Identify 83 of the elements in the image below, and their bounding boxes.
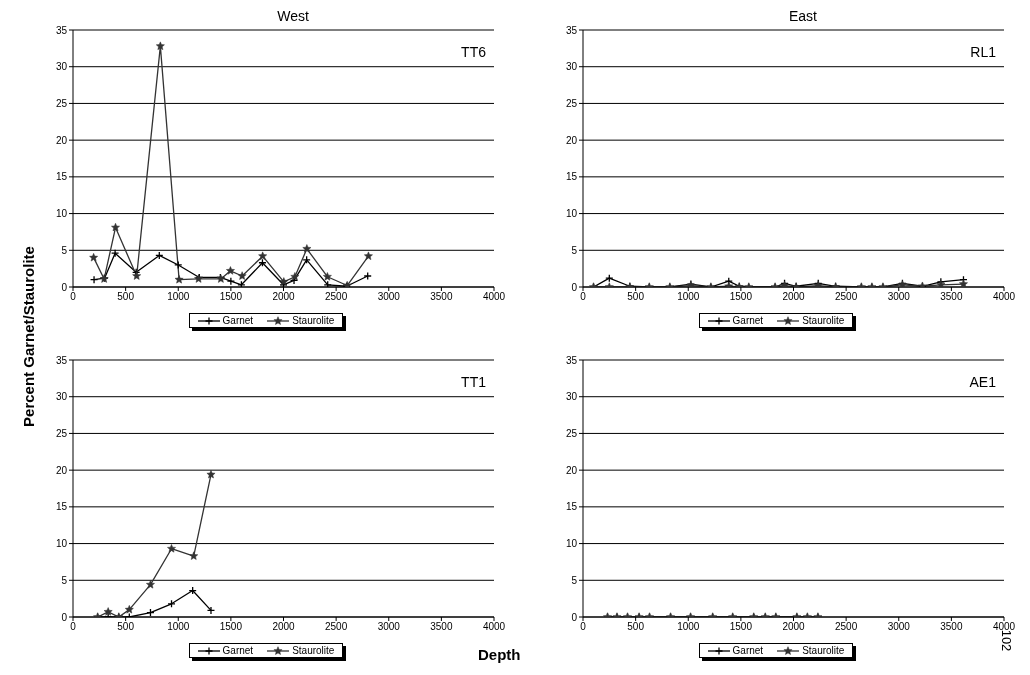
- y-tick-label: 10: [565, 208, 578, 220]
- y-tick-label: 35: [55, 354, 68, 366]
- y-tick-label: 0: [61, 611, 68, 623]
- annotation: AE1: [969, 374, 996, 390]
- x-tick-label: 3000: [377, 621, 401, 633]
- y-tick-label: 20: [55, 464, 68, 476]
- y-tick-label: 25: [55, 427, 68, 439]
- x-tick-label: 1000: [677, 621, 700, 633]
- x-tick-label: 1000: [167, 621, 190, 633]
- x-tick-label: 3000: [377, 291, 401, 303]
- x-tick-label: 2500: [325, 291, 348, 303]
- x-tick-label: 2000: [272, 621, 296, 633]
- legend-label: Garnet: [222, 315, 254, 326]
- y-tick-label: 30: [55, 61, 68, 73]
- x-tick-label: 500: [117, 291, 135, 303]
- y-tick-label: 20: [565, 464, 578, 476]
- chart-title: West: [276, 8, 310, 26]
- y-tick-label: 15: [55, 171, 68, 183]
- y-tick-label: 25: [565, 427, 578, 439]
- y-tick-label: 5: [61, 244, 68, 256]
- x-tick-label: 0: [580, 621, 587, 633]
- legend-label: Staurolite: [292, 315, 335, 326]
- x-tick-label: 0: [70, 291, 77, 303]
- y-tick-label: 15: [565, 171, 578, 183]
- y-tick-label: 10: [55, 538, 68, 550]
- y-tick-label: 25: [55, 97, 68, 109]
- y-tick-label: 0: [61, 281, 68, 293]
- y-tick-label: 35: [565, 24, 578, 36]
- y-tick-label: 35: [55, 24, 68, 36]
- x-tick-label: 1500: [729, 621, 753, 633]
- x-tick-label: 0: [580, 291, 587, 303]
- y-tick-label: 15: [55, 501, 68, 513]
- annotation: TT1: [461, 374, 486, 390]
- legend-label: Garnet: [222, 645, 254, 656]
- x-tick-label: 2500: [325, 621, 348, 633]
- y-tick-label: 5: [571, 574, 578, 586]
- x-axis-title: Depth: [478, 646, 521, 663]
- x-tick-label: 1000: [167, 291, 190, 303]
- x-tick-label: 500: [117, 621, 135, 633]
- x-tick-label: 1500: [219, 621, 243, 633]
- legend-label: Garnet: [732, 645, 764, 656]
- y-tick-label: 5: [571, 244, 578, 256]
- x-tick-label: 4000: [482, 291, 506, 303]
- y-tick-label: 30: [55, 391, 68, 403]
- x-tick-label: 3500: [940, 291, 963, 303]
- x-tick-label: 1500: [219, 291, 243, 303]
- annotation: RL1: [970, 44, 996, 60]
- y-tick-label: 15: [565, 501, 578, 513]
- x-tick-label: 1000: [677, 291, 700, 303]
- annotation: TT6: [461, 44, 486, 60]
- x-tick-label: 0: [70, 621, 77, 633]
- y-tick-label: 10: [565, 538, 578, 550]
- x-tick-label: 2500: [835, 291, 858, 303]
- x-tick-label: 500: [627, 291, 645, 303]
- x-tick-label: 2000: [272, 291, 296, 303]
- x-tick-label: 3500: [430, 621, 453, 633]
- y-tick-label: 30: [565, 391, 578, 403]
- x-tick-label: 3500: [430, 291, 453, 303]
- y-tick-label: 20: [565, 134, 578, 146]
- x-tick-label: 500: [627, 621, 645, 633]
- x-tick-label: 3500: [940, 621, 963, 633]
- y-tick-label: 0: [571, 611, 578, 623]
- y-axis-title: Percent Garnet/Staurolite: [19, 245, 37, 429]
- legend-label: Garnet: [732, 315, 764, 326]
- y-tick-label: 0: [571, 281, 578, 293]
- y-tick-label: 35: [565, 354, 578, 366]
- x-tick-label: 4000: [482, 621, 506, 633]
- x-tick-label: 3000: [887, 621, 911, 633]
- x-tick-label: 1500: [729, 291, 753, 303]
- chart-title: East: [788, 8, 818, 26]
- legend-label: Staurolite: [802, 645, 845, 656]
- y-tick-label: 25: [565, 97, 578, 109]
- y-tick-label: 20: [55, 134, 68, 146]
- legend-label: Staurolite: [292, 645, 335, 656]
- legend-label: Staurolite: [802, 315, 845, 326]
- x-tick-label: 4000: [992, 291, 1016, 303]
- x-tick-label: 2500: [835, 621, 858, 633]
- x-tick-label: 2000: [782, 621, 806, 633]
- y-tick-label: 30: [565, 61, 578, 73]
- x-tick-label: 2000: [782, 291, 806, 303]
- y-tick-label: 5: [61, 574, 68, 586]
- x-tick-label: 3000: [887, 291, 911, 303]
- y-tick-label: 10: [55, 208, 68, 220]
